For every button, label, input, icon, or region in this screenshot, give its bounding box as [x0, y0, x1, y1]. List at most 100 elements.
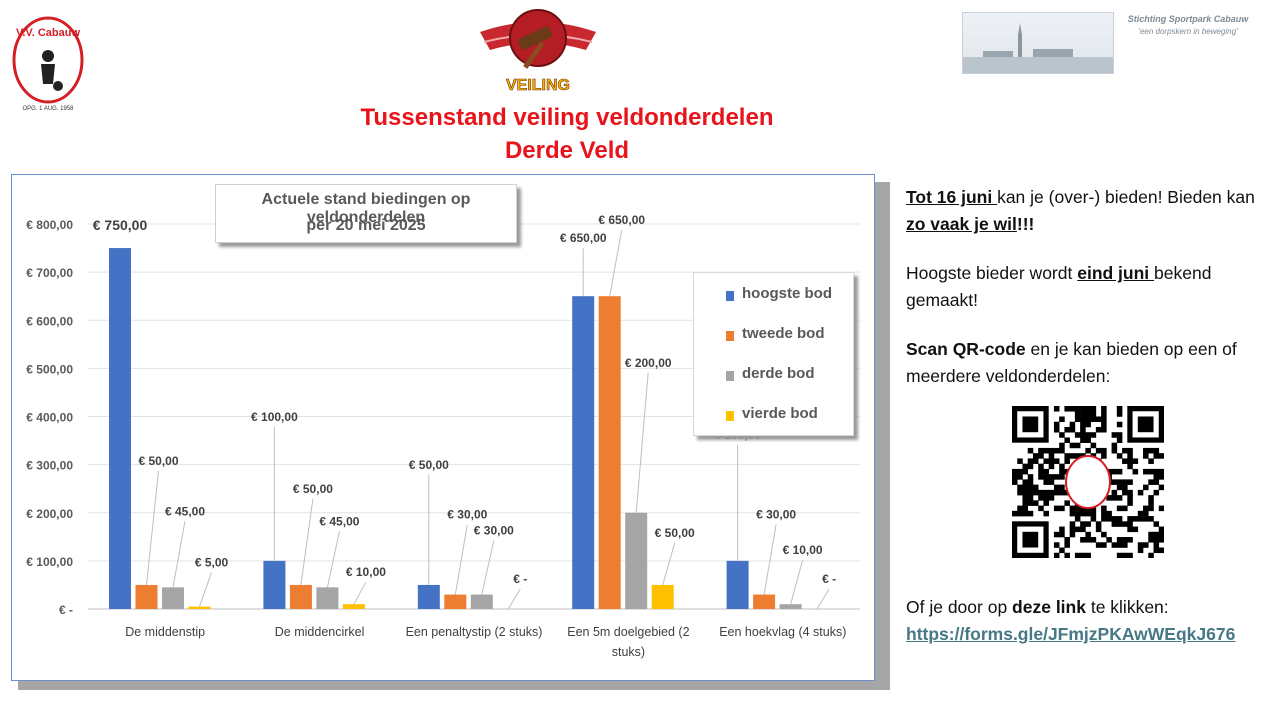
sponsor-image: [962, 12, 1114, 74]
exclamation-text: !!!: [1016, 214, 1035, 234]
bar: [470, 594, 493, 609]
leader-line: [172, 521, 186, 588]
club-logo-subtext: OPG. 1 AUG. 1958: [22, 106, 74, 112]
data-label: € 10,00: [346, 565, 386, 579]
deadline-paragraph: Tot 16 juni kan je (over-) bieden! Biede…: [906, 184, 1278, 238]
qr-center-logo: [1065, 455, 1111, 509]
legend-swatch: [726, 371, 734, 381]
data-label: € 50,00: [293, 482, 333, 496]
leader-line: [763, 524, 777, 595]
link-intro-2: te klikken:: [1085, 597, 1169, 617]
bar: [289, 584, 312, 609]
bar: [753, 594, 776, 609]
sponsor-tagline: 'een dorpskern in beweging': [1138, 27, 1238, 36]
leader-line: [146, 470, 159, 585]
bar: [109, 248, 131, 609]
announcement-text-2: bekend gemaakt!: [906, 263, 1212, 310]
legend-swatch: [726, 331, 734, 341]
qr-label: Scan QR-code: [906, 339, 1026, 359]
legend-label: tweede bod: [742, 325, 825, 342]
data-label: € 50,00: [655, 526, 695, 540]
y-tick-label: € 600,00: [26, 314, 73, 328]
bid-often-text: zo vaak je wil: [906, 214, 1017, 234]
data-label: € 45,00: [165, 504, 205, 518]
data-label: € 30,00: [447, 508, 487, 522]
chart-subtitle: per 20 mei 2025: [306, 217, 426, 234]
data-label: € 30,00: [474, 524, 514, 538]
legend-label: derde bod: [742, 365, 815, 382]
bar: [135, 584, 158, 609]
link-panel: Of je door op deze link te klikken: http…: [906, 594, 1278, 648]
legend-label: vierde bod: [742, 405, 818, 422]
club-logo-text: V.V. Cabauw: [16, 27, 80, 39]
y-tick-label: € -: [59, 603, 73, 617]
data-label: € 10,00: [783, 543, 823, 557]
link-intro-1: Of je door op: [906, 597, 1013, 617]
form-link[interactable]: https://forms.gle/JFmjzPKAwWEqkJ676: [906, 624, 1236, 644]
announcement-text-1: Hoogste bieder wordt: [906, 263, 1078, 283]
bar: [598, 296, 621, 609]
leader-line: [816, 588, 830, 610]
bar: [779, 604, 802, 609]
leader-line: [199, 572, 212, 607]
y-tick-label: € 400,00: [26, 411, 73, 425]
data-label: € 100,00: [251, 410, 298, 424]
leader-line: [790, 560, 804, 605]
chart-legend: hoogste bod tweede bod derde bod vierde …: [693, 272, 854, 436]
y-tick-label: € 700,00: [26, 266, 73, 280]
auction-logo: VEILING: [480, 9, 596, 94]
leader-line: [300, 498, 314, 586]
data-label: € 45,00: [319, 514, 359, 528]
chart-title-box: Actuele stand biedingen op veldonderdele…: [215, 184, 517, 243]
announcement-paragraph: Hoogste bieder wordt eind juni bekend ge…: [906, 260, 1278, 314]
leader-line: [662, 542, 676, 586]
link-intro-bold: deze link: [1012, 597, 1086, 617]
chart-title: Actuele stand biedingen op veldonderdele…: [261, 191, 471, 226]
bar: [444, 594, 467, 609]
qr-paragraph: Scan QR-code en je kan bieden op een of …: [906, 336, 1278, 390]
y-tick-label: € 100,00: [26, 555, 73, 569]
auction-logo-text: VEILING: [506, 77, 570, 94]
bar: [342, 604, 365, 609]
club-logo: V.V. Cabauw OPG. 1 AUG. 1958: [12, 16, 84, 112]
leader-line: [454, 524, 468, 595]
data-label: € 750,00: [93, 217, 148, 233]
x-tick-label: Een hoekvlag (4 stuks): [719, 625, 846, 639]
x-tick-label: De middencirkel: [275, 625, 365, 639]
deadline-text: kan je (over-) bieden! Bieden kan: [997, 187, 1255, 207]
y-tick-label: € 300,00: [26, 459, 73, 473]
data-label: € -: [513, 572, 527, 586]
data-label: € 5,00: [195, 556, 229, 570]
deadline-date: Tot 16 juni: [906, 187, 998, 207]
bar: [316, 587, 339, 609]
legend-label: hoogste bod: [742, 285, 832, 302]
legend-swatch: [726, 411, 734, 421]
data-label: € -: [822, 572, 836, 586]
bar: [162, 587, 184, 609]
page-subtitle: Derde Veld: [504, 137, 630, 164]
data-label: € 30,00: [756, 508, 796, 522]
y-tick-label: € 500,00: [26, 362, 73, 376]
bar: [417, 584, 440, 609]
bar: [188, 606, 211, 609]
data-label: € 650,00: [598, 213, 645, 227]
y-tick-label: € 800,00: [26, 218, 73, 232]
leader-line: [507, 588, 521, 610]
y-tick-label: € 200,00: [26, 507, 73, 521]
data-label: € 650,00: [560, 231, 607, 245]
info-panel: Tot 16 juni kan je (over-) bieden! Biede…: [906, 184, 1278, 390]
bar: [651, 584, 674, 609]
data-label: € 50,00: [138, 454, 178, 468]
qr-code[interactable]: [1012, 406, 1164, 558]
link-paragraph: Of je door op deze link te klikken:: [906, 594, 1278, 621]
qr-text: en je kan bieden op een of meerdere veld…: [906, 339, 1237, 386]
leader-line: [635, 372, 649, 513]
sponsor-name: Stichting Sportpark Cabauw: [1127, 14, 1249, 24]
x-tick-label: stuks): [612, 645, 645, 659]
x-tick-label: De middenstip: [125, 625, 205, 639]
x-tick-label: Een 5m doelgebied (2: [567, 625, 689, 639]
announcement-date: eind juni: [1077, 263, 1155, 283]
bar: [625, 512, 648, 609]
leader-line: [481, 540, 495, 595]
bar: [572, 296, 595, 609]
